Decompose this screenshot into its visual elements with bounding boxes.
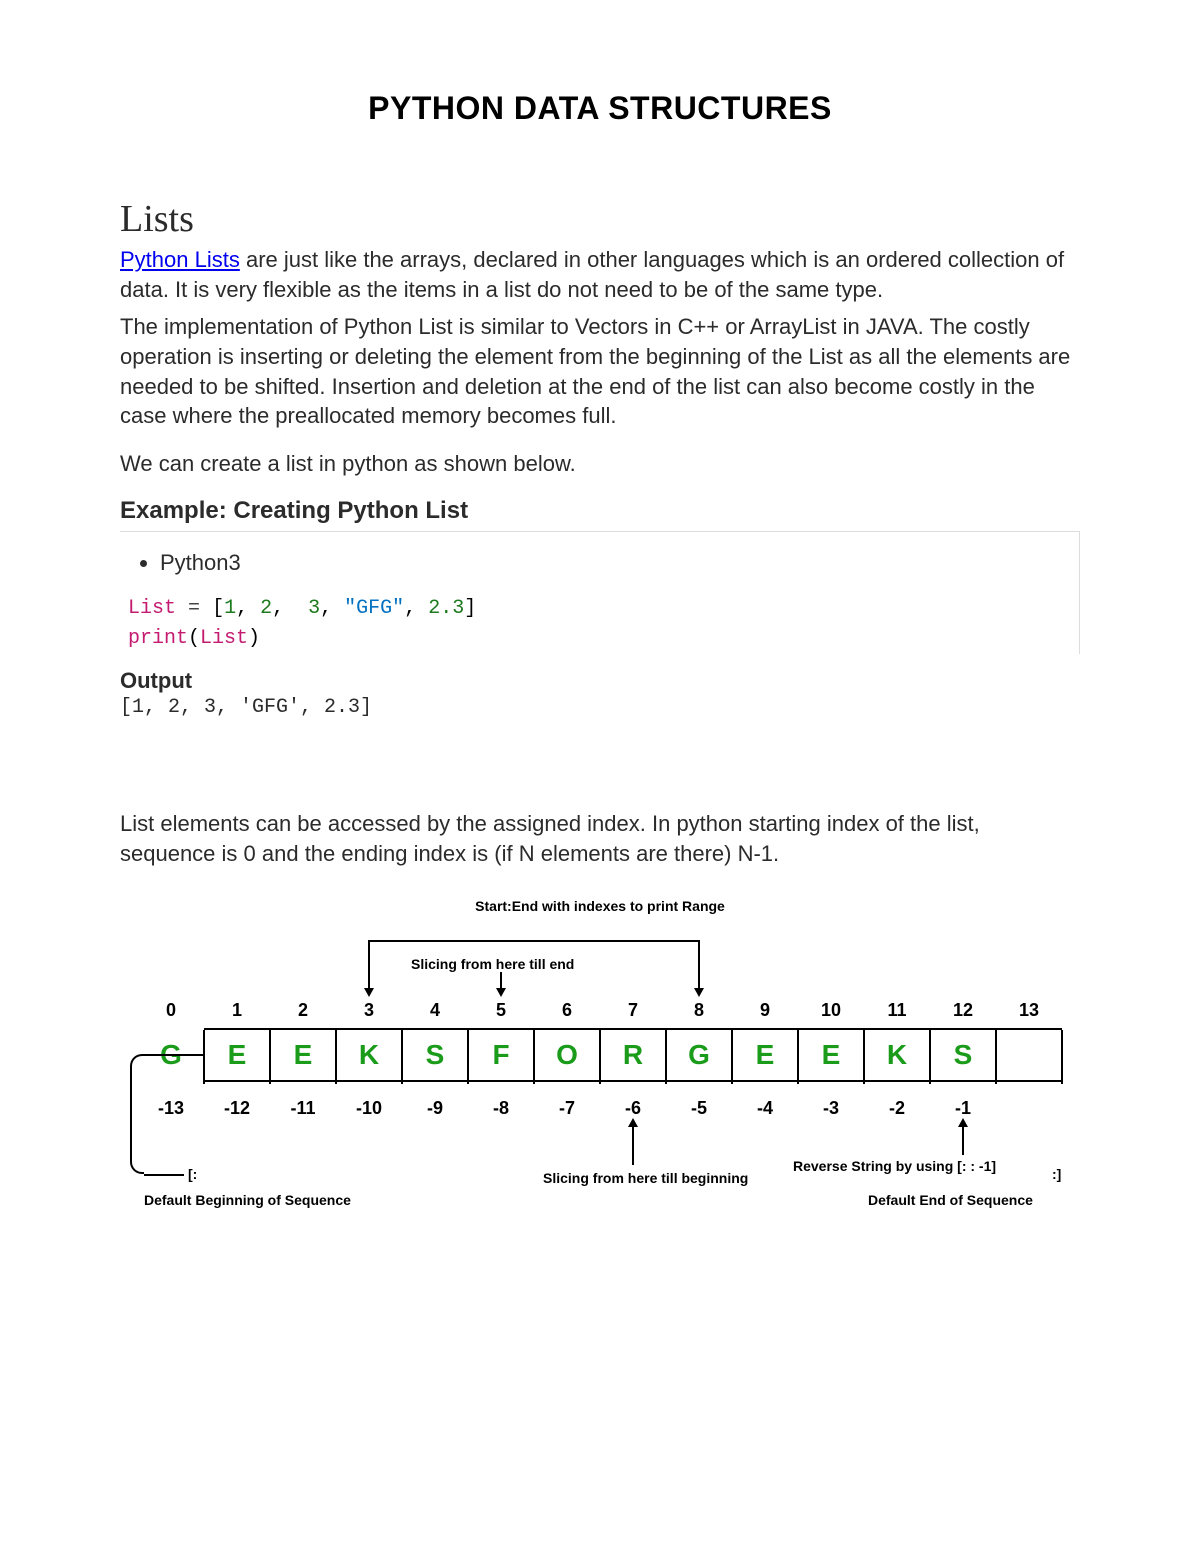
example-heading: Example: Creating Python List	[120, 497, 1080, 525]
output-label: Output	[120, 668, 1080, 694]
intro-paragraph-1: Python Lists are just like the arrays, d…	[120, 245, 1080, 304]
intro-paragraph-1-tail: are just like the arrays, declared in ot…	[120, 247, 1064, 302]
code-tab-python3[interactable]: Python3	[160, 550, 1079, 576]
intro-paragraph-3: We can create a list in python as shown …	[120, 449, 1080, 479]
output-text: [1, 2, 3, 'GFG', 2.3]	[120, 696, 1080, 719]
index-paragraph: List elements can be accessed by the ass…	[120, 809, 1080, 868]
python-lists-link[interactable]: Python Lists	[120, 247, 240, 272]
diagram-canvas: 012345678910111213GEEKSFORGEEKS-13-12-11…	[120, 920, 1080, 1240]
list-index-diagram: Start:End with indexes to print Range 01…	[120, 898, 1080, 1240]
diagram-top-caption: Start:End with indexes to print Range	[120, 898, 1080, 914]
code-snippet: List = [1, 2, 3, "GFG", 2.3] print(List)	[128, 594, 1079, 654]
intro-paragraph-2: The implementation of Python List is sim…	[120, 312, 1080, 431]
code-block-frame: Python3 List = [1, 2, 3, "GFG", 2.3] pri…	[120, 531, 1080, 654]
section-heading: Lists	[120, 197, 1080, 241]
page-title: PYTHON DATA STRUCTURES	[120, 90, 1080, 127]
